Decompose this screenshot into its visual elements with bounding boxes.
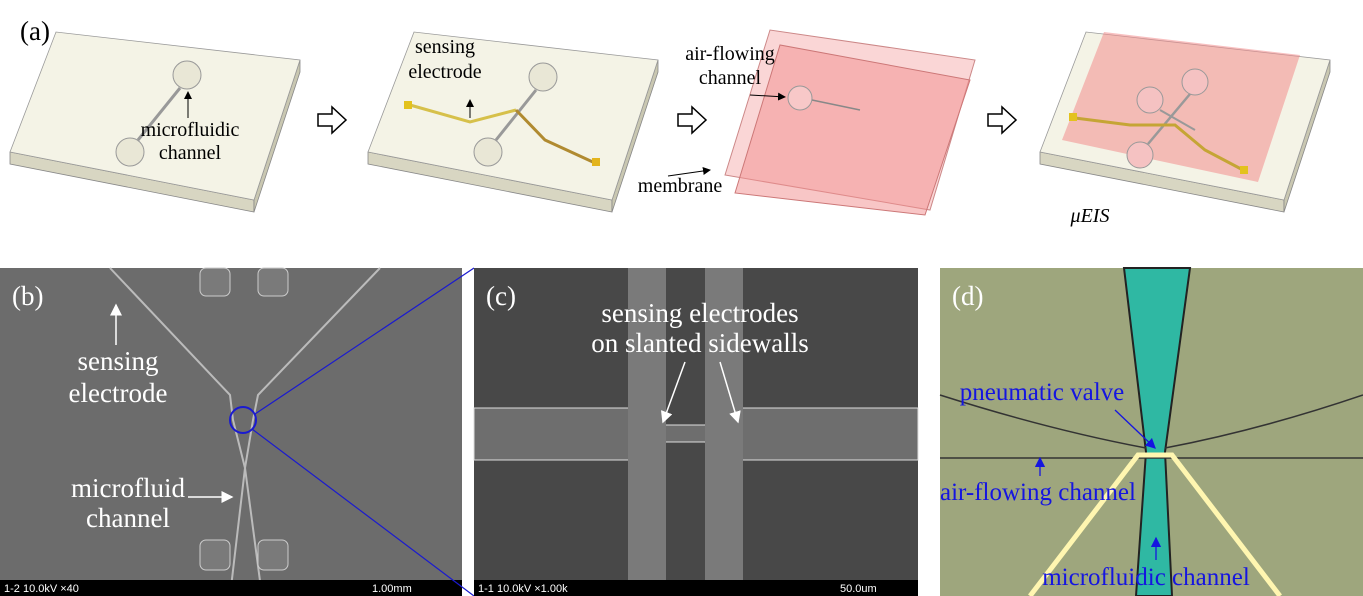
label: air-flowing channel — [940, 479, 1136, 506]
label: channel — [699, 67, 762, 89]
panel-c: 1-1 10.0kV ×1.00k 50.0um (c) sensing ele… — [474, 268, 918, 596]
step-2: sensing electrode — [368, 32, 658, 212]
step-4: μEIS — [1040, 32, 1330, 227]
step-1: microfluidic channel — [10, 32, 300, 212]
panel-b: 1-2 10.0kV ×40 1.00mm (b) sensing electr… — [0, 268, 462, 596]
arrow — [318, 107, 346, 133]
label: sensing — [78, 346, 159, 376]
scale-bar: 50.0um — [840, 583, 877, 595]
label: electrode — [69, 378, 168, 408]
label: μEIS — [1070, 205, 1110, 227]
label: channel — [159, 142, 222, 164]
scale-info: 1-2 10.0kV ×40 — [4, 583, 79, 595]
arrow — [988, 107, 1016, 133]
panel-label: (a) — [20, 16, 50, 46]
label: channel — [86, 503, 170, 533]
label: pneumatic valve — [960, 379, 1125, 406]
arrow — [678, 107, 706, 133]
label: microfluidic channel — [1042, 564, 1250, 591]
label: on slanted sidewalls — [591, 328, 808, 358]
scale-info: 1-1 10.0kV ×1.00k — [478, 583, 568, 595]
panel-d: (d) pneumatic valve air-flowing channel … — [940, 268, 1363, 596]
panel-label: (b) — [12, 281, 43, 311]
panel-label: (c) — [486, 281, 516, 311]
label: sensing electrodes — [601, 298, 798, 328]
label: microfluidic — [141, 119, 240, 141]
label: electrode — [408, 61, 481, 83]
label: sensing — [415, 36, 475, 58]
label: air-flowing — [685, 43, 775, 65]
scale-bar: 1.00mm — [372, 583, 412, 595]
panel-label: (d) — [952, 281, 983, 311]
label: membrane — [638, 175, 723, 197]
figure: (a) microfluidic channel sensing electro… — [0, 0, 1363, 596]
label: microfluid — [71, 473, 185, 503]
